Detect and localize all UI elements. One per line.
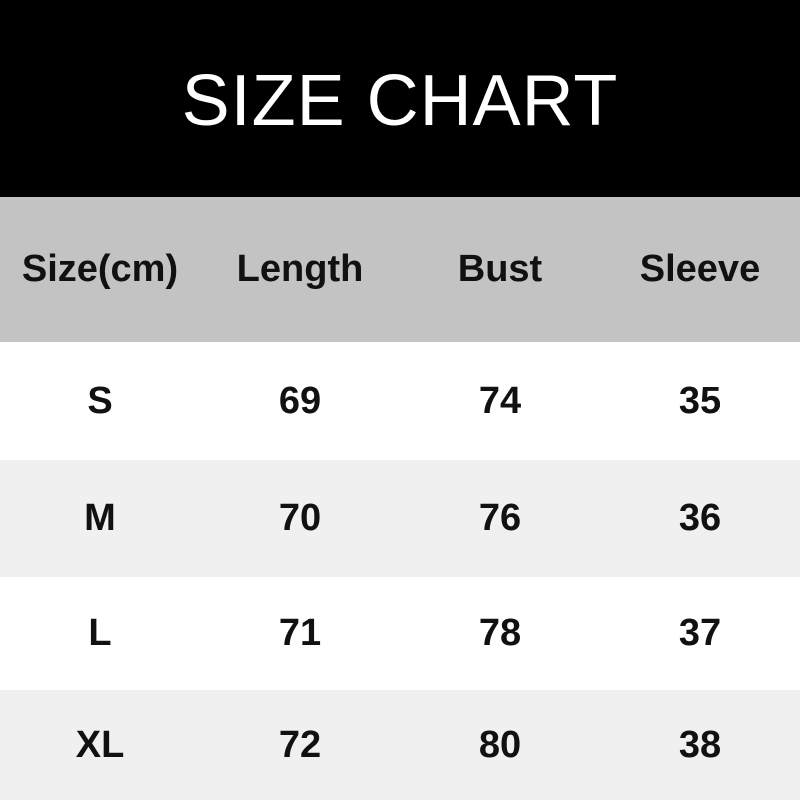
header-sleeve: Sleeve — [639, 248, 761, 290]
cell-bust: 74 — [478, 379, 522, 422]
header-bust: Bust — [457, 248, 543, 290]
table-row: M 70 76 36 — [0, 460, 800, 577]
cell-bust: 76 — [478, 497, 522, 539]
cell-sleeve: 37 — [678, 612, 722, 654]
cell-size: L — [88, 612, 112, 654]
table-row: S 69 74 35 — [0, 342, 800, 460]
title-banner: SIZE CHART — [0, 0, 800, 197]
header-length: Length — [236, 248, 364, 290]
cell-bust: 80 — [478, 723, 522, 766]
page-title: SIZE CHART — [181, 60, 619, 141]
cell-sleeve: 38 — [678, 723, 722, 766]
cell-length: 69 — [278, 379, 322, 422]
table-header-row: Size(cm) Length Bust Sleeve — [0, 197, 800, 342]
cell-length: 71 — [278, 612, 322, 654]
header-size: Size(cm) — [21, 248, 179, 290]
cell-sleeve: 35 — [678, 379, 722, 422]
table-row: L 71 78 37 — [0, 577, 800, 690]
cell-sleeve: 36 — [678, 497, 722, 539]
table-row: XL 72 80 38 — [0, 690, 800, 800]
cell-size: S — [87, 379, 113, 422]
cell-size: XL — [75, 723, 125, 766]
cell-length: 70 — [278, 497, 322, 539]
cell-length: 72 — [278, 723, 322, 766]
cell-size: M — [84, 497, 116, 539]
cell-bust: 78 — [478, 612, 522, 654]
